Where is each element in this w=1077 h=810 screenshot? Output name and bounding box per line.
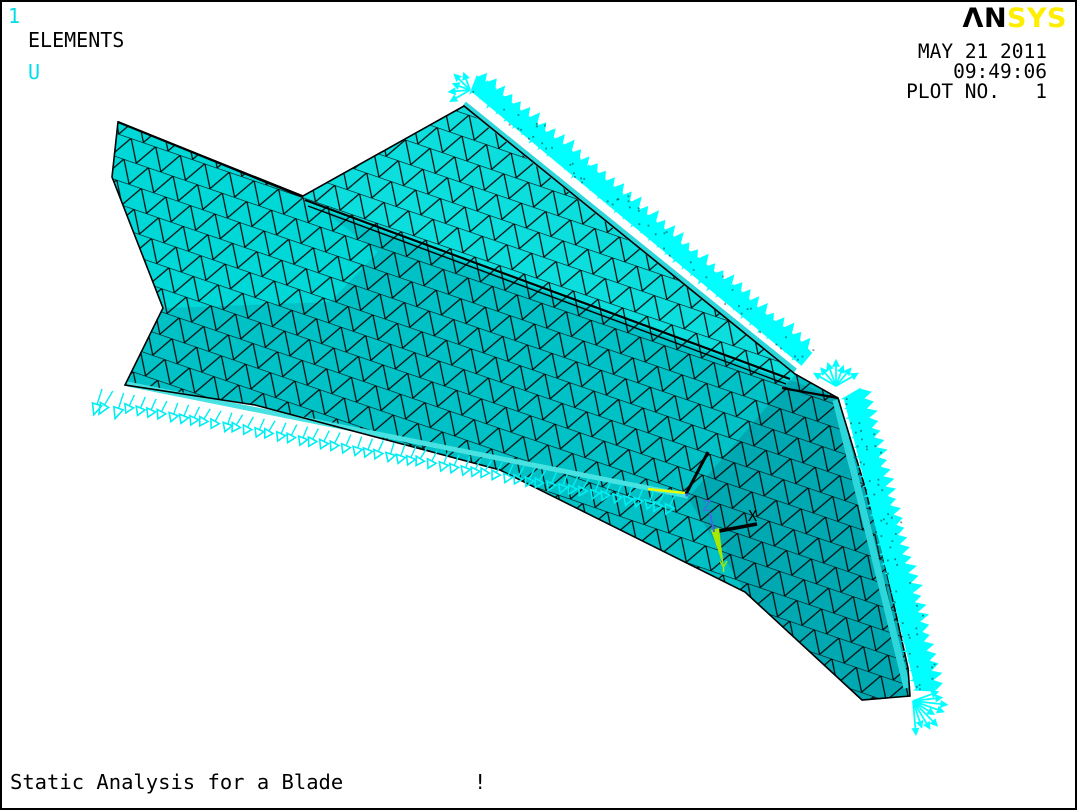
mesh-surface xyxy=(112,106,910,700)
coordinate-triad: X Y Z xyxy=(702,497,758,576)
fold-ridge-lines xyxy=(111,105,911,701)
analysis-title: Static Analysis for a Blade xyxy=(10,770,344,794)
constraint-arrow-band-right xyxy=(840,387,943,692)
display-mode-label: ELEMENTS xyxy=(28,28,125,52)
prompt-marker: ! xyxy=(474,770,487,794)
plot-time: 09:49:06 xyxy=(953,60,1047,83)
triad-x-label: X xyxy=(748,507,757,525)
annotation-marks xyxy=(647,451,710,497)
displacement-constraint-arrows-bottom xyxy=(91,388,677,516)
ansys-logo-yellow-part: SYS xyxy=(1007,3,1067,34)
window-number-label: 1 xyxy=(8,4,21,28)
constraint-arrow-tufts xyxy=(447,71,949,736)
ansys-logo: ΛNSYS xyxy=(963,5,1067,32)
constraint-arrow-band-top xyxy=(469,72,815,366)
plot-date: MAY 21 2011 xyxy=(917,40,1047,63)
plot-number: PLOT NO. 1 xyxy=(906,80,1047,103)
plate-edge-strips xyxy=(126,101,911,689)
plot-info-block: MAY 21 2011 09:49:06 PLOT NO. 1 xyxy=(906,42,1047,102)
displacement-symbol-label: U xyxy=(28,60,41,84)
ansys-logo-black-part: ΛN xyxy=(962,3,1008,34)
triad-y-label: Y xyxy=(719,558,728,576)
triad-z-label: Z xyxy=(702,497,711,515)
